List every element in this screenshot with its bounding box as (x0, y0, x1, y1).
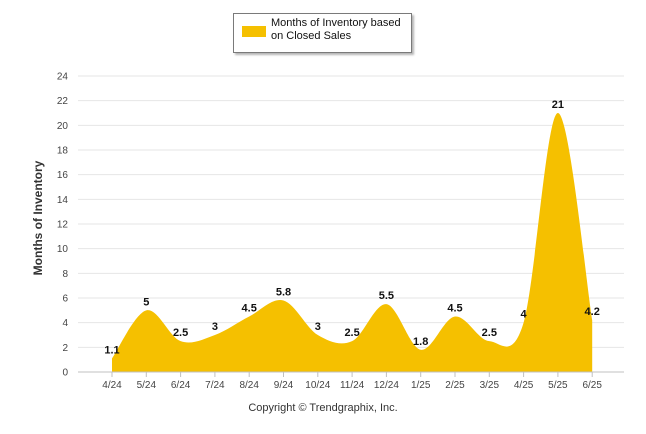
data-label: 4.5 (242, 303, 257, 315)
x-tick-label: 11/24 (340, 380, 365, 391)
x-tick-label: 10/24 (305, 380, 330, 391)
y-tick-label: 8 (62, 269, 68, 280)
data-label: 2.5 (173, 327, 188, 339)
data-label: 1.8 (413, 336, 428, 348)
y-tick-label: 20 (57, 121, 69, 132)
x-tick-label: 2/25 (445, 380, 465, 391)
copyright-text: Copyright © Trendgraphix, Inc. (248, 402, 398, 414)
data-label: 4.5 (447, 303, 462, 315)
legend[interactable]: Months of Inventory based on Closed Sale… (233, 13, 412, 53)
y-tick-label: 22 (57, 96, 69, 107)
x-tick-label: 6/25 (582, 380, 602, 391)
gridlines (78, 75, 624, 373)
x-tick-label: 3/25 (480, 380, 500, 391)
x-tick-label: 4/24 (102, 380, 122, 391)
data-label: 1.1 (104, 344, 119, 356)
x-tick-label: 9/24 (274, 380, 294, 391)
x-tick-label: 4/25 (514, 380, 534, 391)
y-axis-title: Months of Inventory (31, 160, 45, 275)
series-area-months-of-inventory (112, 112, 593, 372)
y-tick-label: 4 (62, 318, 68, 329)
y-tick-label: 2 (62, 343, 68, 354)
x-tick-label: 5/24 (137, 380, 157, 391)
legend-swatch (242, 26, 266, 37)
legend-label: Months of Inventory based on Closed Sale… (271, 17, 401, 42)
data-labels: 1.1 5 2.5 3 4.5 5.8 3 2.5 5.5 1.8 4.5 2.5 4 21 4.2 (104, 99, 599, 356)
data-label: 5.5 (379, 290, 394, 302)
data-label: 2.5 (482, 327, 497, 339)
data-label: 5 (143, 296, 149, 308)
y-tick-label: 24 (57, 72, 69, 83)
y-tick-label: 16 (57, 170, 69, 181)
y-tick-label: 12 (57, 220, 69, 231)
data-label: 21 (552, 99, 564, 111)
data-label: 3 (315, 321, 321, 333)
x-tick-label: 6/24 (171, 380, 191, 391)
x-tick-label: 7/24 (205, 380, 225, 391)
y-tick-label: 14 (57, 195, 69, 206)
data-label: 2.5 (344, 327, 359, 339)
y-tick-label: 10 (57, 244, 69, 255)
data-label: 4 (521, 309, 528, 321)
x-tick-label: 1/25 (411, 380, 431, 391)
x-tick-label: 12/24 (374, 380, 399, 391)
data-label: 3 (212, 321, 218, 333)
x-axis-ticks: 4/24 5/24 6/24 7/24 8/24 9/24 10/24 11/24 12/24 1… (102, 372, 602, 391)
y-tick-label: 18 (57, 146, 69, 157)
y-tick-label: 6 (62, 294, 68, 305)
x-tick-label: 5/25 (548, 380, 568, 391)
y-tick-label: 0 (62, 368, 68, 379)
data-label: 4.2 (585, 306, 600, 318)
x-tick-label: 8/24 (239, 380, 259, 391)
data-label: 5.8 (276, 286, 291, 298)
